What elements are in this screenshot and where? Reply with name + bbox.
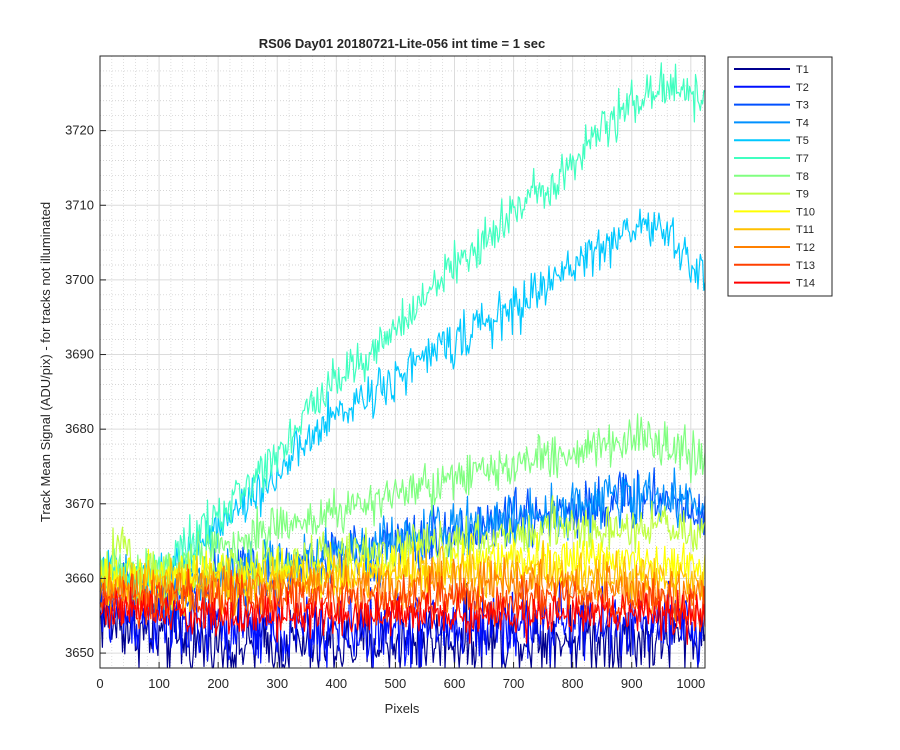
legend-label-T9: T9	[796, 189, 809, 201]
series-layer	[99, 62, 706, 669]
y-tick-label: 3660	[65, 570, 94, 585]
x-tick-label: 500	[385, 676, 407, 691]
series-line-T7	[99, 62, 706, 604]
x-tick-label: 100	[148, 676, 170, 691]
legend-label-T11: T11	[796, 224, 814, 236]
series-line-T2	[99, 573, 706, 669]
legend: T1 T2 T3 T4 T5 T7 T8 T9 T10 T11 T12 T13 T14	[727, 56, 833, 297]
y-axis-label: Track Mean Signal (ADU/pix) - for tracks…	[38, 202, 53, 522]
x-axis-ticks: 0 100 200 300 400 500 600 700 800 900 1000	[96, 662, 705, 691]
series-line-T4	[99, 467, 706, 615]
x-tick-label: 1000	[676, 676, 705, 691]
legend-label-T10: T10	[796, 206, 815, 218]
legend-label-T4: T4	[796, 117, 809, 129]
x-tick-label: 800	[562, 676, 584, 691]
x-tick-label: 300	[266, 676, 288, 691]
y-tick-label: 3710	[65, 197, 94, 212]
y-axis-ticks: 3650 3660 3670 3680 3690 3700 3710 3720	[65, 123, 106, 660]
x-tick-label: 0	[96, 676, 103, 691]
legend-label-T2: T2	[796, 82, 809, 94]
y-tick-label: 3680	[65, 421, 94, 436]
legend-label-T7: T7	[796, 153, 809, 165]
series-line-T11	[99, 540, 706, 617]
legend-label-T12: T12	[796, 242, 815, 254]
legend-label-T5: T5	[796, 135, 809, 147]
axes: 0 100 200 300 400 500 600 700 800 900 1000 3650 366…	[65, 55, 706, 691]
chart-title: RS06 Day01 20180721-Lite-056 int time = …	[259, 36, 546, 51]
series-line-T8	[99, 413, 706, 597]
legend-label-T13: T13	[796, 260, 815, 272]
x-tick-label: 600	[444, 676, 466, 691]
x-tick-label: 200	[207, 676, 229, 691]
legend-label-T3: T3	[796, 100, 809, 112]
legend-label-T8: T8	[796, 171, 809, 183]
series-line-T14	[99, 586, 706, 645]
y-tick-label: 3690	[65, 347, 94, 362]
axes-box	[99, 55, 706, 669]
y-tick-label: 3700	[65, 272, 94, 287]
series-line-T5	[99, 208, 706, 595]
x-tick-label: 700	[503, 676, 525, 691]
legend-label-T14: T14	[796, 278, 815, 290]
x-axis-label: Pixels	[385, 701, 420, 716]
y-tick-label: 3670	[65, 496, 94, 511]
y-tick-label: 3720	[65, 123, 94, 138]
x-tick-label: 400	[325, 676, 347, 691]
legend-label-T1: T1	[796, 64, 809, 76]
y-tick-label: 3650	[65, 645, 94, 660]
x-tick-label: 900	[621, 676, 643, 691]
series-line-T9	[99, 495, 706, 611]
